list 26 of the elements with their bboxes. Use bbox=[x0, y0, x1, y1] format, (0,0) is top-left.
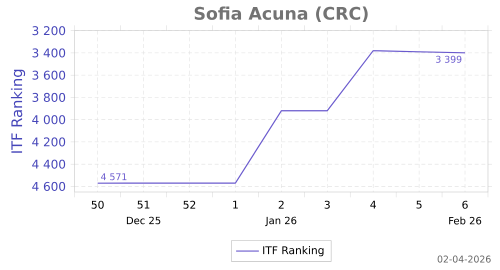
text: 02-04-2026 bbox=[438, 256, 491, 263]
text: Jan 26 bbox=[265, 216, 296, 226]
data-label: 3 399 bbox=[436, 56, 462, 63]
y-tick-label: 3 200 bbox=[32, 26, 66, 36]
y-tick-label: 3 400 bbox=[32, 48, 66, 58]
y-tick-label: 3 800 bbox=[32, 92, 66, 102]
legend-label: ITF Ranking bbox=[263, 246, 324, 256]
x-tick-label: 6 bbox=[462, 200, 468, 209]
x-tick-label: 1 bbox=[233, 200, 238, 208]
y-axis-title: ITF Ranking bbox=[10, 70, 26, 153]
y-tick-label: 4 200 bbox=[32, 137, 66, 146]
chart-title: Sofia Acuna (CRC) bbox=[194, 6, 368, 22]
text: Dec 25 bbox=[126, 216, 160, 224]
x-tick-label: 5 bbox=[416, 200, 422, 209]
y-tick-label: 3 600 bbox=[32, 70, 66, 80]
x-tick-label: 4 bbox=[370, 200, 376, 208]
x-tick-label: 3 bbox=[324, 200, 330, 209]
x-tick-label: 51 bbox=[138, 200, 150, 209]
x-tick-label: 50 bbox=[92, 200, 104, 209]
y-tick-label: 4 400 bbox=[32, 160, 66, 169]
data-label: 4 571 bbox=[101, 173, 126, 180]
x-tick-label: 52 bbox=[184, 200, 196, 209]
y-tick-label: 4 000 bbox=[32, 115, 66, 124]
text: Feb 26 bbox=[449, 216, 482, 224]
y-tick-label: 4 600 bbox=[32, 182, 66, 191]
x-tick-label: 2 bbox=[278, 200, 284, 209]
